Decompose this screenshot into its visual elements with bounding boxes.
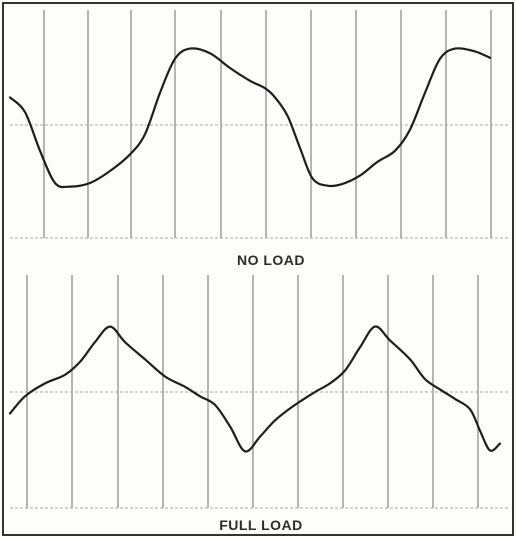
no-load-caption: NO LOAD [237, 252, 305, 268]
no-load-waveform [8, 47, 492, 189]
full-load-panel: FULL LOAD [8, 275, 510, 533]
full-load-caption: FULL LOAD [219, 517, 303, 533]
no-load-grid [10, 10, 510, 239]
full-load-grid [10, 275, 510, 509]
no-load-panel: NO LOAD [8, 10, 510, 268]
full-load-waveform [8, 325, 502, 453]
